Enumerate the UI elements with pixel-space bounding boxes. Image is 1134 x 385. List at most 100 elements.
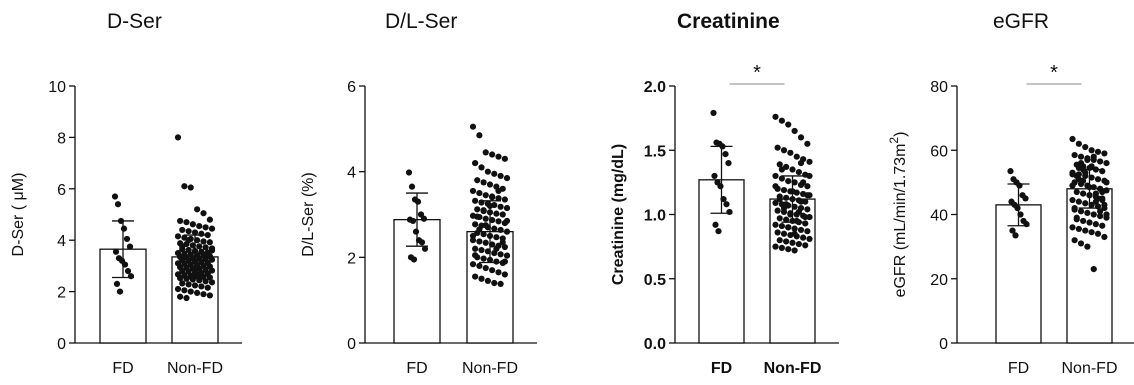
data-point [474,206,481,213]
x-category-label: Non-FD [462,360,518,377]
data-point [802,198,809,205]
data-point [112,248,120,255]
data-point [1092,221,1099,228]
data-point [1103,179,1110,186]
data-point [1092,166,1099,173]
chart-title: D/L-Ser [385,10,458,33]
data-point [723,201,730,208]
data-point [206,292,213,299]
y-tick-label: 1.0 [644,208,666,225]
data-point [204,231,211,239]
data-point [791,230,798,237]
chart-title: D-Ser [107,10,162,33]
data-point [780,230,788,237]
data-point [191,282,199,289]
data-point [469,237,477,244]
data-point [1082,169,1089,176]
data-point [124,267,132,275]
data-point [772,243,779,250]
data-point [208,267,216,274]
data-point [1088,147,1095,154]
data-point [1017,211,1024,218]
data-point [717,183,724,190]
data-point [1077,240,1085,247]
y-tick-label: 6 [347,79,356,96]
data-point [420,215,428,222]
data-point [1099,188,1106,196]
data-point [503,204,511,212]
data-point [472,197,479,204]
data-point [476,132,483,139]
data-point [126,243,134,250]
data-point [1099,168,1106,175]
data-point [111,193,119,200]
data-point [114,201,122,208]
data-point [715,228,722,235]
data-point [772,199,779,207]
data-point [489,241,496,248]
data-point [486,256,494,264]
data-point [491,225,498,232]
y-tick-label: 0 [347,336,356,353]
data-point [482,264,489,272]
panel-creatinine: Creatinine 0.0 0.5 1.0 1.5 2.0 Creatinine (mg… [570,0,860,385]
y-tick-label: 0 [939,336,948,353]
data-point [497,172,504,180]
data-point [806,235,813,243]
data-point [1103,160,1110,167]
data-point [117,217,125,225]
y-tick-label: 20 [930,272,948,289]
data-point [1075,198,1082,205]
data-point [1075,225,1082,233]
data-point [772,183,779,190]
data-point [802,242,809,249]
bar [995,204,1042,344]
data-point [1071,237,1078,244]
data-point [480,255,487,262]
data-point [493,210,500,217]
data-point [791,127,798,135]
data-point [804,192,811,199]
data-point [478,275,485,282]
y-tick-label: 0 [57,336,66,353]
y-tick-label: 40 [930,208,948,225]
data-point [722,151,729,158]
data-point [486,181,494,188]
y-tick-label: 2 [57,285,66,302]
data-point [120,225,128,232]
data-point [710,109,717,117]
data-point [181,287,188,294]
significance-star: * [753,62,761,84]
data-point [772,113,779,120]
data-point [1088,174,1095,181]
data-point [497,251,504,258]
data-point [503,217,511,225]
data-point [1082,143,1089,151]
panel-d-ser: D-Ser 0 2 4 6 8 10 D-Ser ( μM) FD Non-FD [0,0,280,385]
data-point [480,231,487,238]
data-point [1101,201,1108,208]
data-point [476,262,483,269]
chart-svg: 0 20 40 60 80 eGFR (mL/min/1.73m2) FD Non-FD * [887,62,1134,377]
data-point [202,224,209,231]
data-point [501,258,508,265]
data-point [1086,219,1093,226]
y-axis-label: eGFR (mL/min/1.73m2) [887,132,909,298]
data-point [1069,171,1076,178]
data-point [476,226,483,233]
data-point [789,217,796,225]
data-point [179,280,186,287]
data-point [1014,204,1021,212]
y-tick-label: 0.5 [644,272,666,289]
data-point [478,164,485,171]
data-point [776,195,783,203]
data-point [800,179,807,186]
data-point [189,242,196,249]
data-point [486,209,494,216]
y-tick-label: 8 [57,130,66,147]
data-point [725,160,732,167]
data-point [189,274,196,281]
data-point [412,228,420,235]
data-point [179,243,186,250]
data-point [795,208,802,216]
